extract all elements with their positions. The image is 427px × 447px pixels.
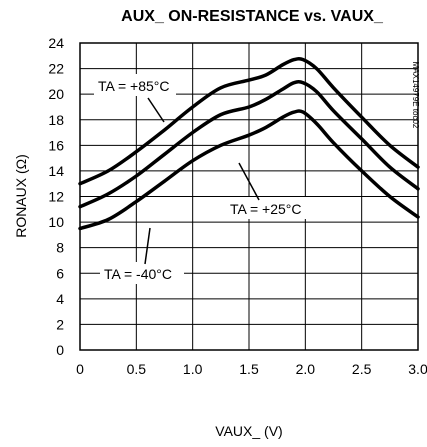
x-tick-label: 0 bbox=[76, 361, 84, 377]
x-tick-label: 0.5 bbox=[127, 361, 147, 377]
y-tick-label: 2 bbox=[56, 316, 64, 332]
y-tick-label: 14 bbox=[48, 163, 64, 179]
label-bg-25 bbox=[216, 197, 324, 219]
x-tick-label: 2.0 bbox=[296, 361, 316, 377]
x-tick-label: 1.5 bbox=[239, 361, 259, 377]
label-25c: TA = +25°C bbox=[230, 201, 302, 217]
series-line-2 bbox=[78, 109, 420, 231]
y-tick-label: 20 bbox=[48, 86, 64, 102]
x-tick-label: 2.5 bbox=[352, 361, 372, 377]
y-tick-label: 6 bbox=[56, 265, 64, 281]
y-tick-label: 4 bbox=[56, 291, 64, 307]
x-axis-label: VAUX_ (V) bbox=[215, 423, 282, 439]
y-tick-label: 16 bbox=[48, 137, 64, 153]
x-tick-label: 1.0 bbox=[183, 361, 203, 377]
label-bg-40 bbox=[100, 262, 184, 284]
leader-85c bbox=[147, 97, 165, 123]
y-axis-label: RONAUX (Ω) bbox=[13, 154, 29, 238]
series-line-1 bbox=[78, 79, 420, 209]
label-bg-85 bbox=[94, 74, 176, 96]
y-tick-label: 12 bbox=[48, 189, 64, 205]
y-tick-label: 18 bbox=[48, 112, 64, 128]
y-tick-label: 0 bbox=[56, 342, 64, 358]
plot-frame bbox=[79, 42, 419, 351]
series-line-0 bbox=[78, 56, 420, 186]
annotations: TA = +85°C TA = +25°C TA = -40°C bbox=[94, 74, 324, 284]
y-tick-label: 10 bbox=[48, 214, 64, 230]
figure-watermark: MAX14979E toc02 bbox=[411, 62, 420, 129]
y-tick-label: 24 bbox=[48, 35, 64, 51]
label-m40c: TA = -40°C bbox=[104, 266, 172, 282]
y-tick-label: 8 bbox=[56, 240, 64, 256]
chart-title: AUX_ ON-RESISTANCE vs. VAUX_ bbox=[121, 8, 384, 25]
y-tick-label: 22 bbox=[48, 61, 64, 77]
leader-m40c bbox=[144, 227, 151, 265]
leader-25c bbox=[238, 162, 260, 201]
x-tick-label: 3.0 bbox=[408, 361, 427, 377]
curves bbox=[78, 56, 420, 231]
x-tick-labels: 0 0.5 1.0 1.5 2.0 2.5 3.0 bbox=[76, 361, 427, 377]
label-85c: TA = +85°C bbox=[98, 78, 170, 94]
